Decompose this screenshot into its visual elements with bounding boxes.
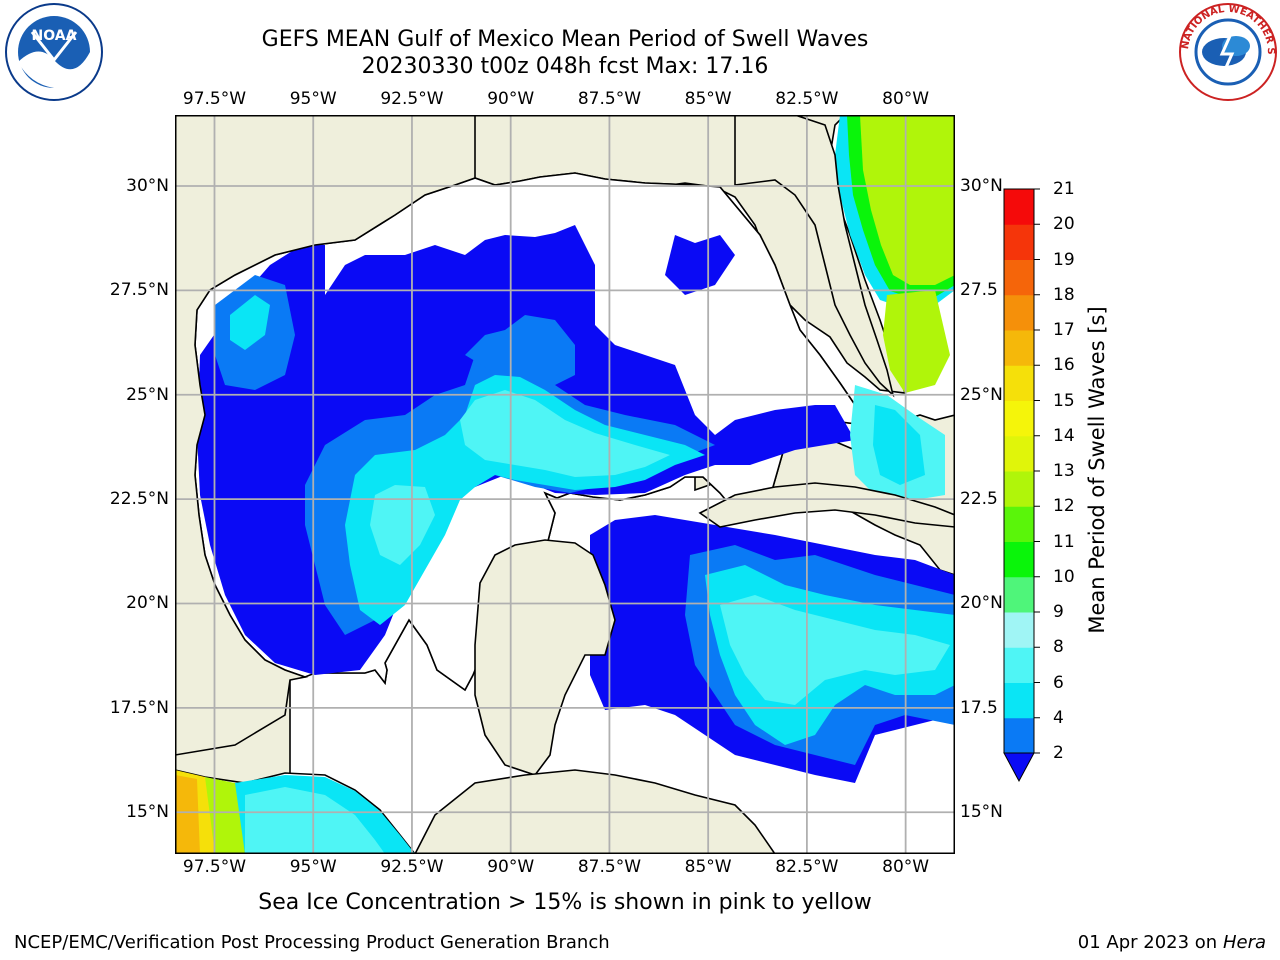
lat-tick-right: 20°N [960, 593, 1003, 614]
colorbar-tick-label: 11 [1053, 531, 1075, 552]
colorbar-extend-min [1003, 752, 1035, 783]
chart-title: GEFS MEAN Gulf of Mexico Mean Period of … [261, 27, 869, 52]
colorbar-segment [1004, 682, 1034, 719]
svg-text:NOAA: NOAA [32, 28, 77, 44]
lat-tick-left: 15°N [126, 802, 169, 823]
lon-tick-top: 87.5°W [577, 89, 642, 109]
colorbar-tick-label: 14 [1053, 425, 1075, 446]
lon-tick-bottom: 85°W [684, 857, 732, 877]
colorbar-segment [1004, 400, 1034, 437]
date-text: 01 Apr 2023 on Hera [1078, 932, 1266, 953]
lat-tick-left: 30°N [126, 175, 169, 196]
lat-tick-left: 22.5°N [109, 489, 169, 510]
colorbar-segment [1004, 189, 1034, 225]
colorbar-segment [1004, 259, 1034, 296]
host-name: Hera [1222, 932, 1266, 953]
colorbar [1003, 188, 1040, 783]
colorbar-tick-label: 8 [1053, 637, 1064, 658]
colorbar-segment [1004, 506, 1034, 542]
colorbar-tick-label: 18 [1053, 284, 1075, 305]
colorbar-segment [1004, 294, 1034, 331]
credit-text: NCEP/EMC/Verification Post Processing Pr… [14, 932, 610, 953]
colorbar-tick-label: 20 [1053, 214, 1075, 235]
colorbar-tick-label: 17 [1053, 320, 1075, 340]
colorbar-tick-label: 13 [1053, 461, 1075, 481]
colorbar-segment [1004, 365, 1034, 401]
colorbar-segment [1004, 612, 1034, 648]
colorbar-tick-label: 6 [1053, 672, 1064, 693]
lat-tick-left: 25°N [126, 384, 169, 405]
colorbar-segment [1004, 576, 1034, 613]
noaa-logo-icon: NOAA [4, 2, 104, 106]
lon-tick-bottom: 90°W [487, 857, 535, 877]
colorbar-segment [1004, 330, 1034, 366]
colorbar-tick-label: 4 [1053, 707, 1064, 728]
lat-tick-right: 27.5 [960, 280, 998, 301]
lon-tick-bottom: 97.5°W [182, 857, 247, 877]
cuba-land [698, 482, 955, 528]
mexico-land [175, 115, 476, 756]
lon-tick-top: 90°W [487, 89, 535, 109]
map-gridlines [175, 115, 955, 854]
lon-tick-top: 82.5°W [775, 89, 839, 109]
lon-tick-bottom: 87.5°W [577, 857, 642, 877]
date-value: 01 Apr 2023 on [1077, 932, 1223, 953]
colorbar-tick-label: 10 [1053, 566, 1075, 587]
lon-tick-top: 85°W [684, 89, 732, 109]
lon-tick-top: 97.5°W [182, 89, 247, 109]
lat-tick-left: 17.5°N [109, 697, 169, 718]
colorbar-segment [1004, 435, 1034, 472]
colorbar-label: Mean Period of Swell Waves [s] [1085, 306, 1109, 634]
map-frame [175, 115, 955, 854]
florida-land [734, 115, 895, 398]
lat-tick-left: 20°N [126, 593, 169, 614]
lon-tick-bottom: 80°W [882, 857, 930, 877]
lon-tick-bottom: 82.5°W [775, 857, 839, 877]
lat-tick-left: 27.5°N [109, 280, 169, 301]
colorbar-tick-label: 2 [1053, 743, 1064, 763]
colorbar-tick-label: 9 [1053, 602, 1064, 622]
lat-tick-right: 25°N [960, 384, 1003, 405]
lon-tick-top: 80°W [882, 89, 930, 109]
lon-tick-bottom: 95°W [289, 857, 337, 877]
gulf-of-mexico-map [175, 115, 955, 854]
colorbar-tick-label: 12 [1053, 496, 1075, 517]
colorbar-segment [1004, 541, 1034, 578]
colorbar-tick-label: 19 [1053, 249, 1075, 270]
colorbar-segment [1004, 471, 1034, 507]
lat-tick-right: 30°N [960, 175, 1003, 196]
colorbar-tick-label: 16 [1053, 355, 1075, 376]
chart-subtitle: 20230330 t00z 048h fcst Max: 17.16 [361, 54, 769, 79]
lon-tick-top: 95°W [289, 89, 337, 109]
colorbar-tick-label: 21 [1053, 179, 1075, 199]
sea-ice-note: Sea Ice Concentration > 15% is shown in … [258, 890, 872, 915]
lat-tick-right: 22.5 [960, 489, 998, 510]
colorbar-tick-label: 15 [1053, 390, 1075, 411]
colorbar-segment [1004, 647, 1034, 683]
nws-logo-icon: NATIONAL WEATHER SERVICE [1174, 0, 1278, 106]
lon-tick-top: 92.5°W [380, 89, 444, 109]
lat-tick-right: 15°N [960, 802, 1003, 823]
swell-field [175, 115, 955, 854]
colorbar-segment [1004, 717, 1034, 754]
lon-tick-bottom: 92.5°W [380, 857, 444, 877]
colorbar-segment [1004, 224, 1034, 260]
lat-tick-right: 17.5 [960, 697, 998, 718]
